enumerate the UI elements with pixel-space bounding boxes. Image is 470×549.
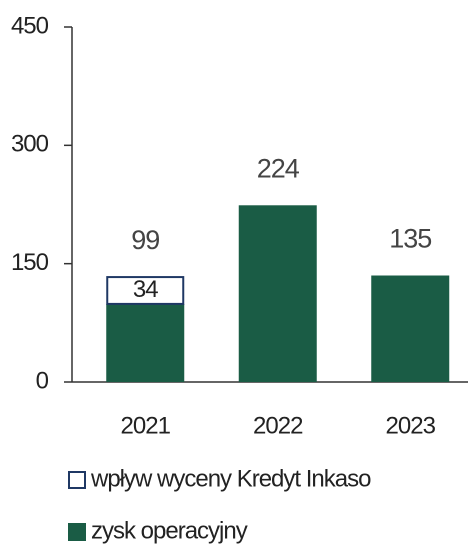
y-tick-label: 0 [36,367,49,394]
bar-segment [106,276,185,305]
y-tick-label: 450 [11,12,49,39]
legend-label: zysk operacyjny [91,517,248,544]
value-label: 224 [257,153,300,183]
bar-segment [238,205,317,382]
legend-swatch [68,523,86,541]
y-tick-label: 150 [11,249,49,276]
x-tick-label: 2022 [253,412,303,439]
bar-segment [106,303,185,382]
x-tick-label: 2021 [121,412,171,439]
bar-segment [371,275,450,382]
value-label: 34 [133,276,158,303]
value-label: 135 [389,224,431,254]
value-label: 99 [131,225,159,255]
legend-label: wpływ wyceny Kredyt Inkaso [90,465,371,492]
y-tick-label: 300 [11,131,49,158]
legend-swatch [68,471,86,489]
x-tick-label: 2023 [386,412,436,439]
